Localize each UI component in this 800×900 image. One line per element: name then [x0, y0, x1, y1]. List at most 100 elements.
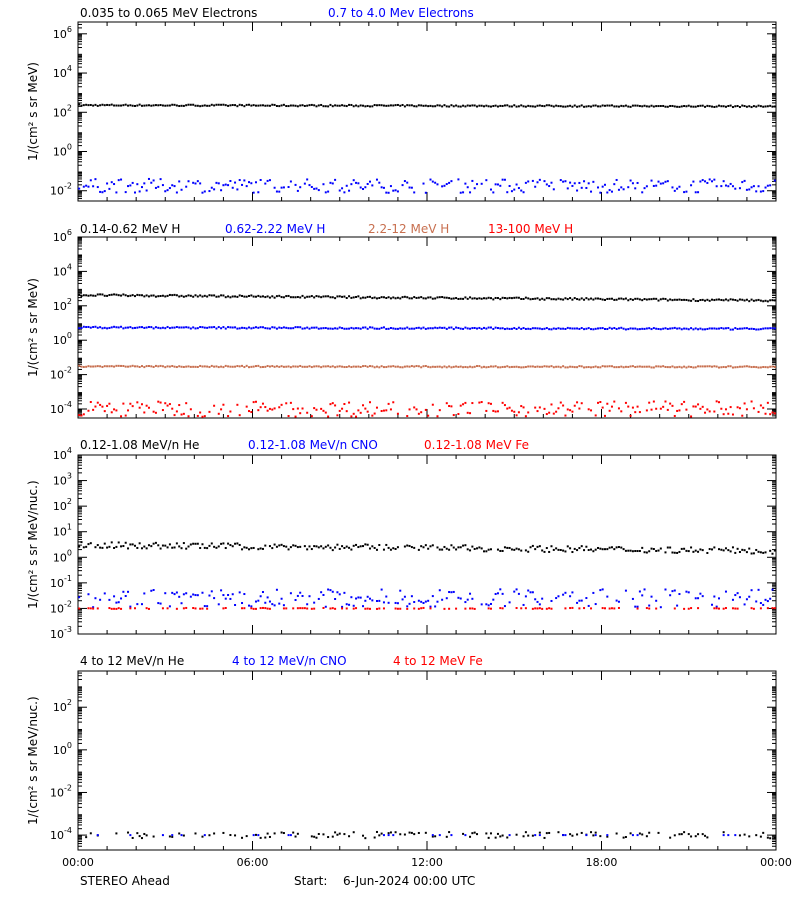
data-point: [382, 326, 385, 329]
data-point: [278, 365, 281, 368]
data-point: [387, 601, 390, 604]
data-point: [401, 184, 404, 187]
data-point: [285, 545, 288, 548]
data-point: [422, 182, 425, 185]
data-point: [585, 834, 588, 837]
data-point: [529, 105, 532, 108]
data-point: [757, 366, 760, 369]
data-point: [455, 104, 458, 107]
data-point: [350, 415, 353, 418]
data-point: [292, 365, 295, 368]
data-point: [450, 104, 453, 107]
data-point: [210, 542, 213, 545]
data-point: [268, 835, 271, 838]
data-point: [480, 603, 483, 606]
data-point: [557, 365, 560, 368]
data-point: [138, 190, 141, 193]
data-point: [406, 181, 409, 184]
data-point: [208, 544, 211, 547]
data-point: [499, 327, 502, 330]
data-point: [257, 599, 260, 602]
data-point: [657, 299, 660, 302]
data-point: [436, 296, 439, 299]
data-point: [296, 189, 299, 192]
data-point: [275, 545, 278, 548]
data-point: [601, 185, 604, 188]
data-point: [373, 836, 376, 839]
data-point: [622, 836, 625, 839]
data-point: [564, 607, 567, 610]
data-point: [140, 365, 143, 368]
data-point: [613, 548, 616, 551]
data-point: [769, 837, 772, 840]
data-point: [508, 184, 511, 187]
data-point: [334, 104, 337, 107]
data-point: [189, 408, 192, 411]
data-point: [755, 299, 758, 302]
data-point: [764, 551, 767, 554]
data-point: [510, 190, 513, 193]
data-point: [673, 834, 676, 837]
data-point: [450, 326, 453, 329]
data-point: [159, 178, 162, 181]
data-point: [308, 184, 311, 187]
data-point: [415, 105, 418, 108]
data-point: [592, 298, 595, 301]
data-point: [617, 327, 620, 330]
data-point: [562, 834, 565, 837]
data-point: [355, 543, 358, 546]
data-point: [557, 105, 560, 108]
data-point: [143, 295, 146, 298]
data-point: [573, 547, 576, 550]
data-point: [538, 365, 541, 368]
data-point: [590, 297, 593, 300]
data-point: [576, 549, 579, 552]
data-point: [199, 105, 202, 108]
data-point: [678, 365, 681, 368]
data-point: [371, 297, 374, 300]
data-point: [336, 414, 339, 417]
y-tick-label: 100: [53, 331, 72, 347]
data-point: [324, 191, 327, 194]
data-point: [396, 327, 399, 330]
data-point: [82, 413, 85, 416]
data-point: [124, 294, 127, 297]
data-point: [459, 105, 462, 108]
data-point: [771, 365, 774, 368]
data-point: [208, 104, 211, 107]
data-point: [168, 403, 171, 406]
data-point: [513, 365, 516, 368]
data-point: [443, 607, 446, 610]
data-point: [113, 595, 116, 598]
data-point: [382, 548, 385, 551]
data-point: [576, 401, 579, 404]
data-point: [206, 104, 209, 107]
data-point: [145, 834, 148, 837]
data-point: [652, 400, 655, 403]
data-point: [417, 365, 420, 368]
data-point: [766, 836, 769, 839]
data-point: [559, 548, 562, 551]
data-point: [87, 365, 90, 368]
data-point: [743, 549, 746, 552]
data-point: [129, 294, 132, 297]
data-point: [494, 836, 497, 839]
data-point: [268, 600, 271, 603]
data-point: [713, 607, 716, 610]
data-point: [762, 327, 765, 330]
data-point: [78, 327, 81, 330]
data-point: [424, 544, 427, 547]
data-point: [245, 364, 248, 367]
data-point: [469, 365, 472, 368]
data-point: [236, 188, 239, 191]
data-point: [92, 294, 95, 297]
data-point: [417, 607, 420, 610]
data-point: [241, 183, 244, 186]
data-point: [273, 326, 276, 329]
data-point: [220, 542, 223, 545]
data-point: [452, 297, 455, 300]
data-point: [717, 327, 720, 330]
data-point: [280, 104, 283, 107]
data-point: [534, 598, 537, 601]
